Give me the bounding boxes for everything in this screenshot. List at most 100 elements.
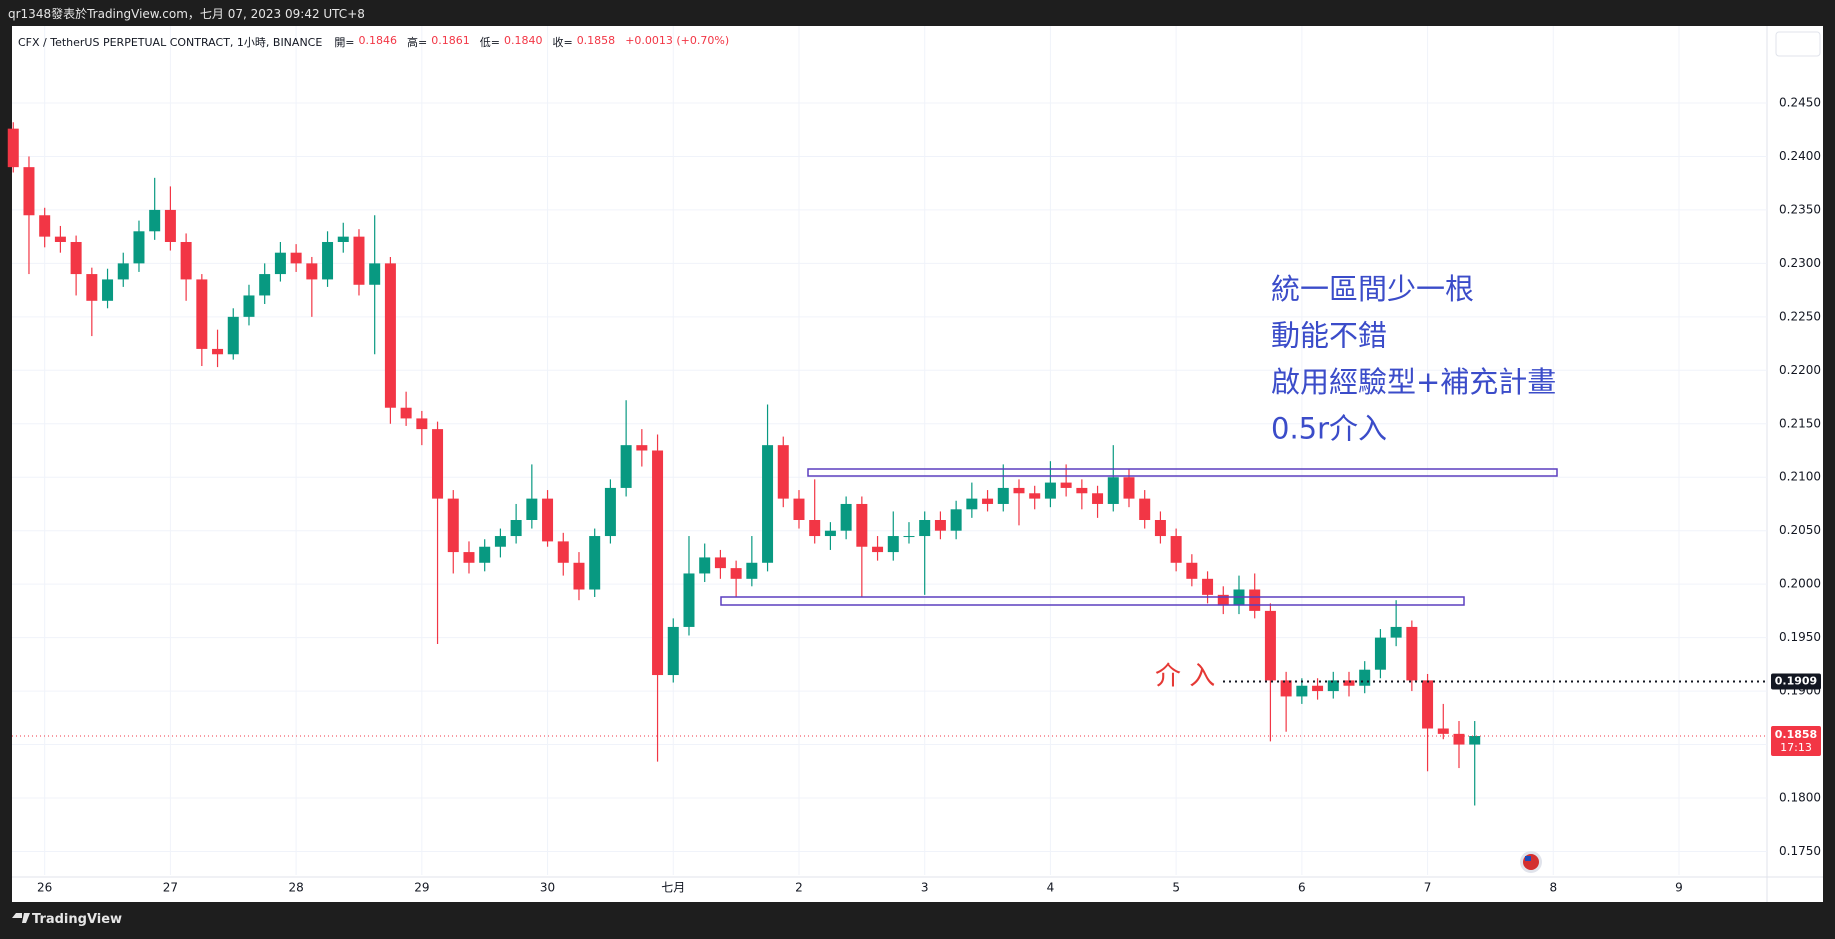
change: +0.0013 (+0.70%) — [625, 34, 730, 47]
candle-body — [1469, 735, 1481, 745]
y-tick-label: 0.2100 — [1779, 470, 1821, 484]
candle-body — [1076, 487, 1088, 494]
candle-body — [1107, 477, 1119, 504]
candle-body — [542, 498, 554, 542]
note: 動能不錯 — [1271, 319, 1387, 353]
candle-body — [510, 520, 522, 537]
x-tick-label: 6 — [1298, 881, 1306, 895]
candle-body — [259, 274, 271, 296]
candle-body — [494, 536, 506, 547]
candle-body — [70, 241, 82, 275]
symbol-header: CFX / TetherUS PERPETUAL CONTRACT, 1小時, … — [18, 34, 735, 50]
candle-body — [149, 209, 161, 232]
candle-body — [1029, 493, 1041, 499]
candle-body — [526, 498, 538, 521]
candle-body — [117, 263, 129, 280]
x-tick-label: 29 — [414, 881, 429, 895]
candle-body — [1406, 626, 1418, 681]
candle-body — [934, 520, 946, 531]
y-tick-label: 0.1750 — [1779, 844, 1821, 858]
candle-body — [573, 562, 585, 590]
x-tick-label: 七月 — [661, 881, 685, 895]
candle-body — [102, 279, 114, 301]
x-tick-label: 2 — [795, 881, 803, 895]
countdown-label: 17:13 — [1780, 741, 1812, 754]
candle-body — [840, 503, 852, 531]
candle-body — [212, 348, 224, 355]
candle-body — [23, 167, 35, 216]
candle-body — [1013, 487, 1025, 494]
last-price-label: 0.1858 — [1775, 728, 1817, 741]
candle-body — [1327, 680, 1339, 692]
x-tick-label: 9 — [1675, 881, 1683, 895]
candle-body — [699, 557, 711, 574]
candle-body — [196, 279, 208, 349]
candle-body — [384, 263, 396, 408]
candle-body — [887, 536, 899, 553]
x-tick-label: 5 — [1172, 881, 1180, 895]
close-value: 0.1858 — [576, 34, 616, 47]
high-value: 0.1861 — [431, 34, 470, 47]
candle-body — [306, 263, 318, 280]
x-tick-label: 3 — [921, 881, 929, 895]
candle-body — [1202, 578, 1214, 595]
y-tick-label: 0.2200 — [1779, 363, 1821, 377]
candle-body — [86, 274, 98, 301]
candle-body — [982, 498, 994, 504]
candle-body — [620, 445, 632, 488]
candle-body — [164, 209, 176, 242]
candle-body — [809, 520, 821, 537]
candle-body — [856, 503, 868, 547]
candle-body — [180, 241, 192, 280]
candle-body — [337, 236, 349, 242]
candle-body — [227, 316, 239, 355]
open-value: 0.1846 — [358, 34, 398, 47]
range-box — [807, 468, 1558, 477]
candle-body — [683, 573, 695, 627]
low-value: 0.1840 — [503, 34, 543, 47]
toolbar-button[interactable] — [1775, 31, 1821, 57]
candle-body — [1044, 482, 1056, 499]
candle-body — [1359, 669, 1371, 686]
candle-body — [274, 252, 286, 275]
candle-body — [966, 498, 978, 510]
candle-body — [746, 562, 758, 579]
candle-body — [1154, 520, 1166, 537]
footer-brand: TradingView — [32, 912, 123, 927]
note: 0.5r介入 — [1271, 412, 1387, 446]
range-box — [720, 596, 1465, 606]
x-tick-label: 30 — [540, 881, 555, 895]
high-label: 高= — [407, 36, 428, 49]
y-tick-label: 0.1950 — [1779, 630, 1821, 644]
candle-body — [714, 557, 726, 569]
candle-body — [1453, 733, 1465, 745]
candle-body — [903, 536, 915, 538]
candle-body — [416, 418, 428, 430]
candle-body — [997, 487, 1009, 504]
candle-body — [824, 530, 836, 537]
candle-body — [1422, 680, 1434, 729]
y-tick-label: 0.2300 — [1779, 256, 1821, 270]
candle-body — [290, 252, 302, 264]
candle-body — [1092, 493, 1104, 504]
candle-body — [353, 236, 365, 285]
entry-price-tag — [1771, 673, 1821, 690]
candle-body — [793, 498, 805, 521]
candle-body — [1280, 680, 1292, 697]
candle-body — [636, 445, 648, 451]
candle-body — [1123, 477, 1135, 499]
candle-body — [1390, 626, 1402, 638]
plot: 0.17500.18000.18500.19000.19500.20000.20… — [7, 26, 1823, 895]
candle-body — [950, 509, 962, 531]
x-tick-label: 4 — [1047, 881, 1055, 895]
entry-note: 介 入 — [1155, 662, 1215, 692]
candle-body — [872, 546, 884, 553]
last-price-tag — [1771, 725, 1821, 756]
candle-body — [39, 215, 51, 237]
candle-body — [919, 520, 931, 537]
x-tick-label: 27 — [163, 881, 178, 895]
x-tick-label: 26 — [37, 881, 52, 895]
candle-body — [1060, 482, 1072, 488]
event-icon-flag-canton — [1525, 856, 1531, 861]
